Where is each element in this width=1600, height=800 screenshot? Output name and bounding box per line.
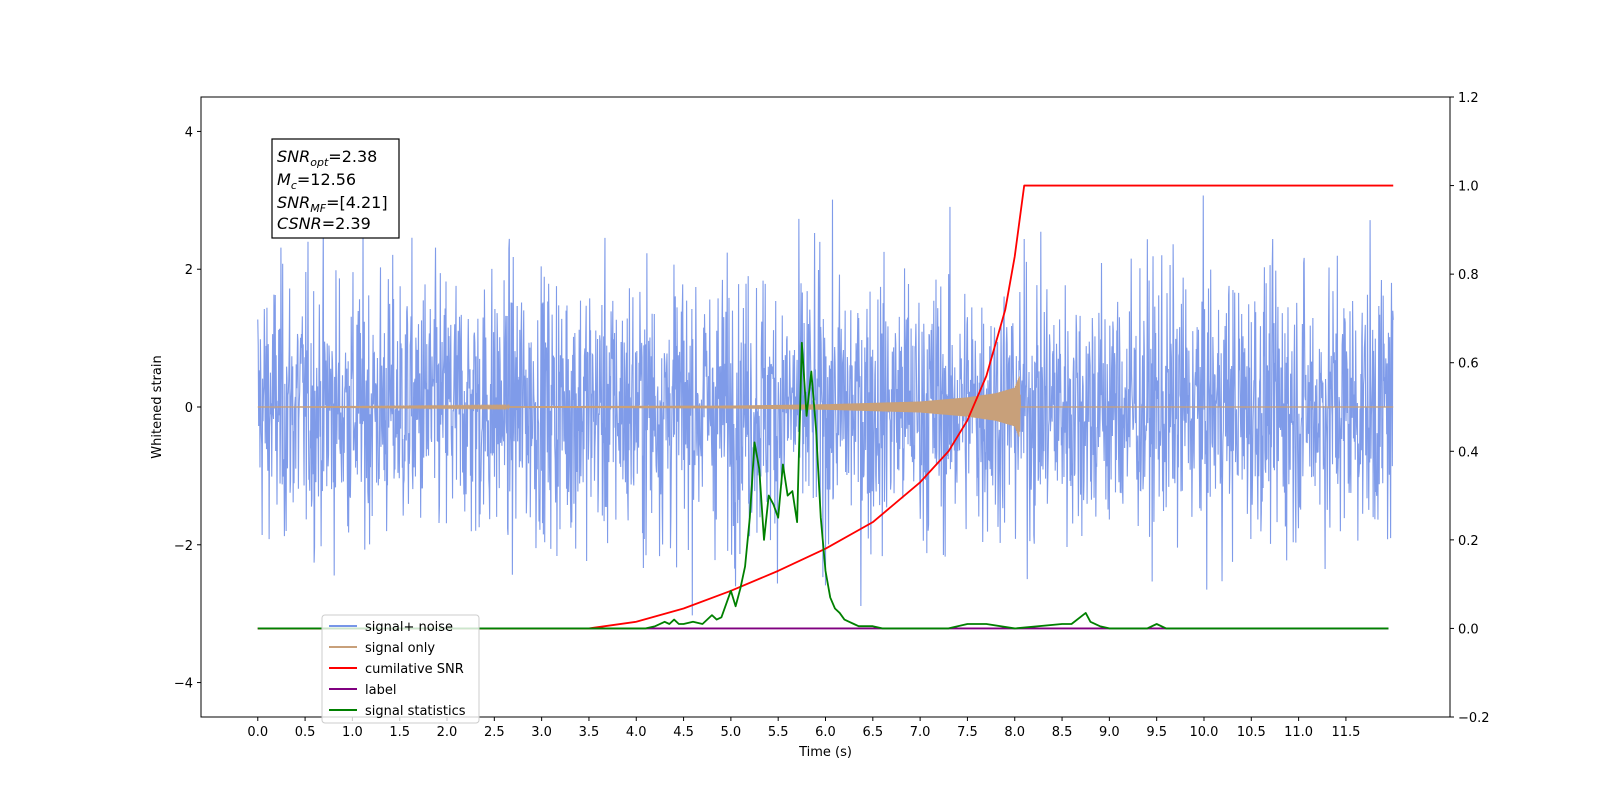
x-axis-title: Time (s) [798, 745, 852, 760]
x-tick-label: 9.0 [1099, 725, 1120, 740]
annotation-line: CSNR=2.39 [277, 214, 371, 233]
series-signal-only [257, 376, 1394, 437]
x-tick-label: 0.0 [247, 725, 268, 740]
x-tick-label: 7.5 [957, 725, 978, 740]
legend-label: signal statistics [365, 704, 466, 719]
legend-label: signal only [365, 641, 435, 656]
series-signal-statistics [257, 341, 1389, 630]
x-tick-label: 8.5 [1052, 725, 1073, 740]
ticks-layer: 0.0 0.5 1.0 1.5 2.0 2.5 3.0 3.5 4.0 4.5 5.0 5.5 6.0 6… [174, 91, 1490, 740]
x-tick-label: 11.5 [1331, 725, 1360, 740]
y-tick-label-right: 1.0 [1458, 180, 1479, 195]
x-tick-label: 10.5 [1237, 725, 1266, 740]
legend-item: signal only [329, 641, 435, 656]
x-tick-label: 4.5 [673, 725, 694, 740]
y-tick-label-left: 0 [185, 401, 193, 416]
series-layer [257, 184, 1394, 630]
y-axis-title: Whitened strain [150, 355, 165, 458]
x-tick-label: 2.0 [437, 725, 458, 740]
x-tick-label: 7.0 [910, 725, 931, 740]
x-tick-label: 5.5 [768, 725, 789, 740]
y-tick-label-right: −0.2 [1458, 711, 1490, 726]
x-tick-label: 1.0 [342, 725, 363, 740]
legend-item: label [329, 683, 396, 698]
annotation-line: Mc=12.56 [277, 170, 356, 192]
y-tick-label-right: 0.4 [1458, 445, 1479, 460]
x-tick-label: 5.0 [721, 725, 742, 740]
legend-label: cumilative SNR [365, 662, 464, 677]
x-tick-label: 0.5 [295, 725, 316, 740]
annotation-line: SNRMF=[4.21] [277, 193, 388, 215]
x-tick-label: 4.0 [626, 725, 647, 740]
legend: signal+ noise signal only cumilative SNR… [321, 614, 480, 724]
y-tick-label-right: 1.2 [1458, 91, 1479, 106]
x-tick-label: 10.0 [1190, 725, 1219, 740]
y-tick-label-right: 0.8 [1458, 268, 1479, 283]
annotation-box: SNRopt=2.38 Mc=12.56 SNRMF=[4.21] CSNR=2… [271, 138, 400, 239]
y-tick-label-left: 4 [185, 125, 193, 140]
x-tick-label: 1.5 [389, 725, 410, 740]
x-tick-label: 11.0 [1284, 725, 1313, 740]
y-tick-label-right: 0.6 [1458, 357, 1479, 372]
x-tick-label: 2.5 [484, 725, 505, 740]
legend-label: signal+ noise [365, 620, 453, 635]
legend-label: label [365, 683, 396, 698]
annotation-line: SNRopt=2.38 [277, 147, 377, 169]
legend-item: signal statistics [329, 704, 466, 719]
x-tick-label: 9.5 [1146, 725, 1167, 740]
y-tick-label-right: 0.2 [1458, 534, 1479, 549]
legend-item: cumilative SNR [329, 662, 464, 677]
x-tick-label: 3.5 [579, 725, 600, 740]
x-tick-label: 3.0 [531, 725, 552, 740]
y-tick-label-left: −2 [174, 539, 193, 554]
x-tick-label: 8.0 [1004, 725, 1025, 740]
x-tick-label: 6.5 [862, 725, 883, 740]
legend-item: signal+ noise [329, 620, 453, 635]
y-tick-label-right: 0.0 [1458, 622, 1479, 637]
x-tick-label: 6.0 [815, 725, 836, 740]
series-cumulative-snr [257, 184, 1394, 630]
series-signal-noise [257, 195, 1394, 616]
y-tick-label-left: 2 [185, 263, 193, 278]
y-tick-label-left: −4 [174, 677, 193, 692]
